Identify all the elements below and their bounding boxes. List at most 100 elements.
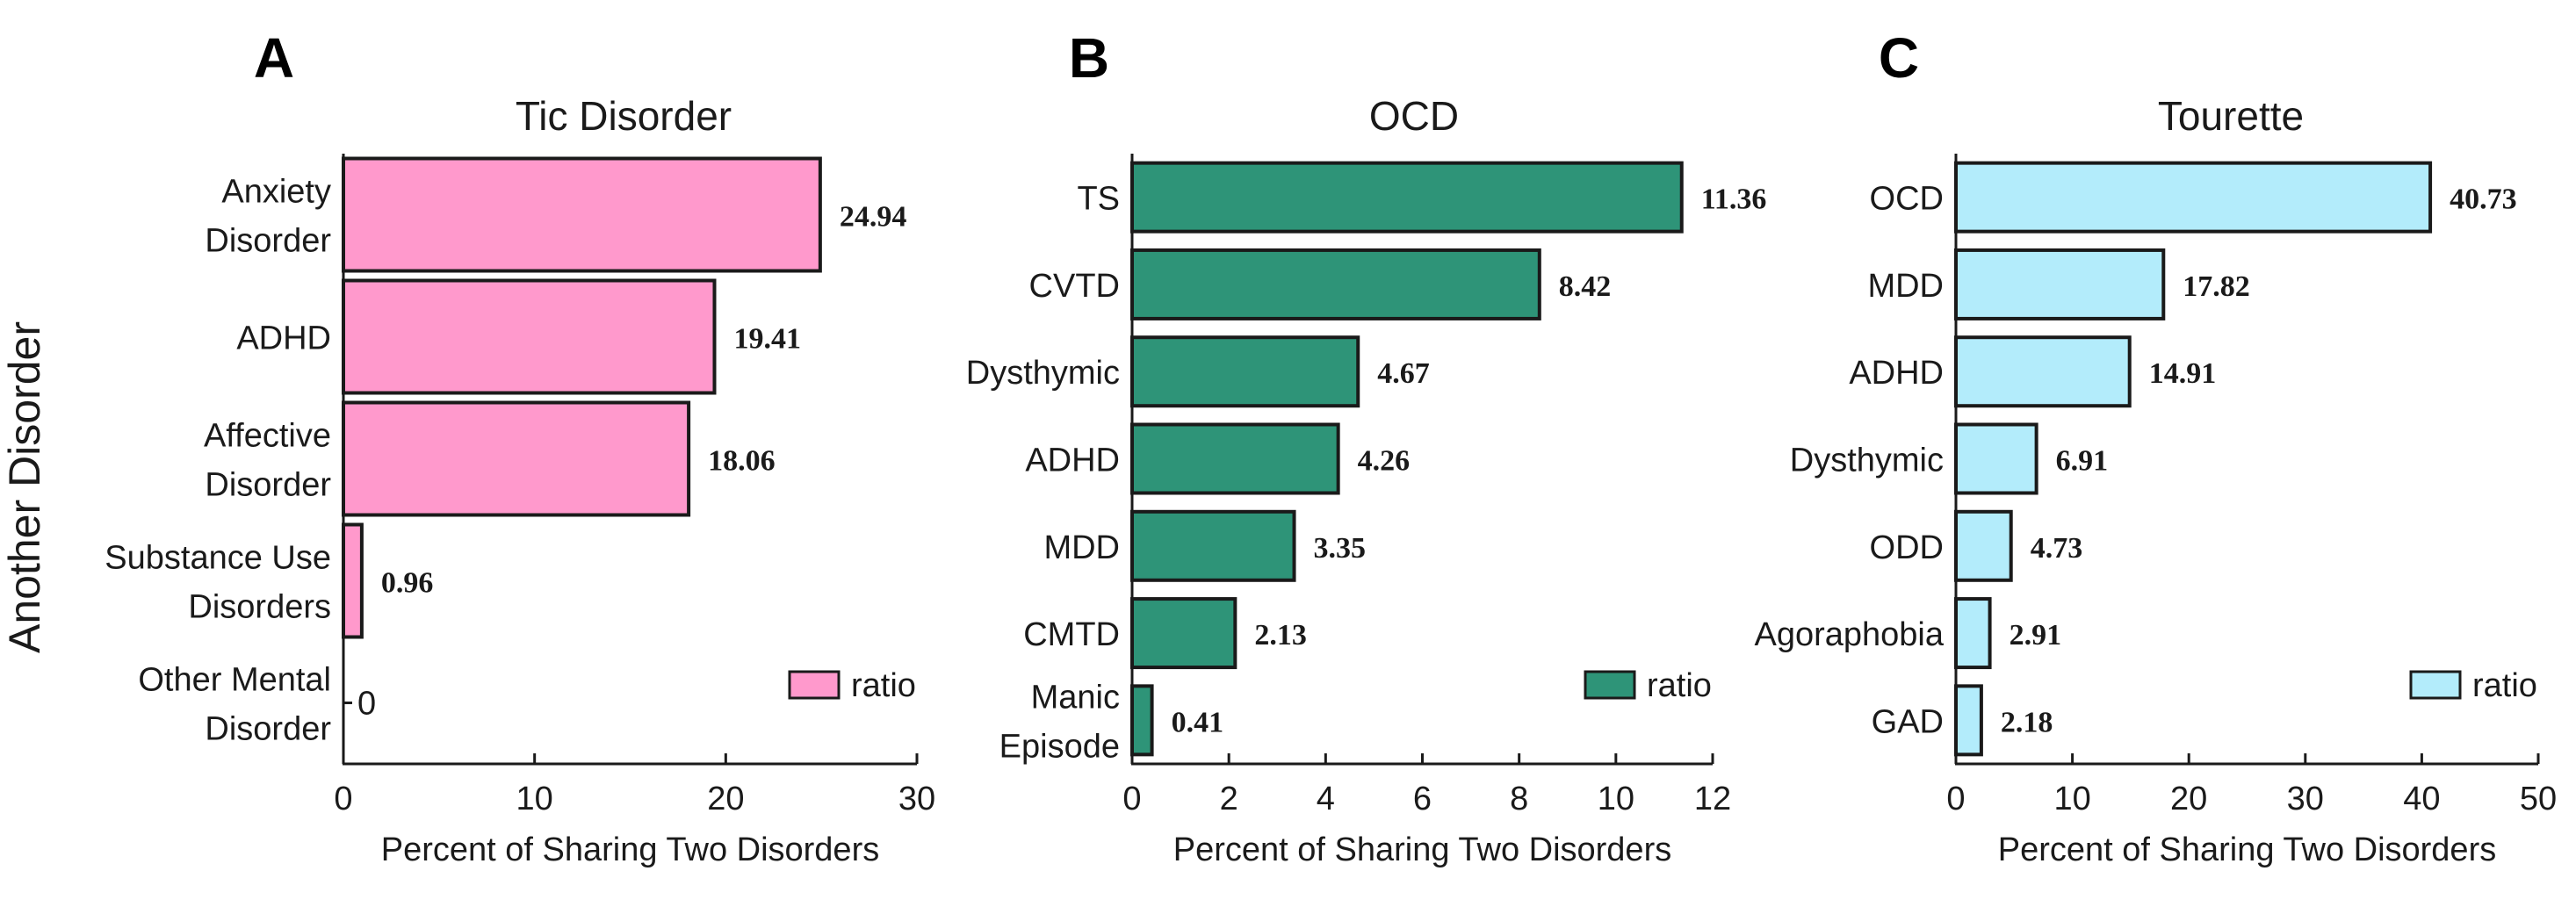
category-label: OCD: [1870, 181, 1944, 218]
bar: [1130, 248, 1541, 320]
x-tick-label: 6: [1413, 781, 1432, 817]
category-label-line: MDD: [1043, 529, 1120, 566]
legend-swatch: [2409, 670, 2462, 700]
category-label: Affective Disorder: [204, 418, 331, 504]
value-label: 11.36: [1701, 184, 1767, 216]
legend-swatch: [788, 670, 841, 700]
bar: [1954, 248, 2166, 320]
panel-a-tic-disorder-chart: A Tic Disorder 0 10 20 30 Percent of Sharing T…: [105, 26, 935, 868]
panel-b-ocd-chart: B OCD 0 2 4 6 8 10 12 Percent of Sharing Two Diso…: [966, 26, 1767, 868]
category-label-line: Substance Use: [105, 540, 331, 577]
chart-title: Tourette: [2158, 93, 2304, 139]
category-label: GAD: [1872, 703, 1944, 740]
x-tick-label: 20: [707, 781, 744, 817]
value-label: 40.73: [2450, 184, 2517, 216]
value-label: 2.91: [2010, 619, 2062, 651]
bar: [342, 156, 822, 273]
category-label-line: GAD: [1872, 703, 1944, 740]
category-label-line: OCD: [1870, 181, 1944, 218]
category-label-line: Disorders: [188, 589, 331, 626]
category-label: MDD: [1043, 529, 1120, 566]
category-label-line: Dysthymic: [966, 355, 1120, 392]
bar: [1954, 335, 2132, 408]
category-label: ODD: [1870, 529, 1944, 566]
value-label: 0.41: [1172, 706, 1224, 738]
value-label: 6.91: [2056, 445, 2109, 478]
value-label: 19.41: [733, 323, 801, 356]
category-label-line: MDD: [1867, 268, 1944, 305]
bar: [1130, 422, 1340, 495]
x-tick-label: 10: [1598, 781, 1634, 817]
panel-c-tourette-chart: C Tourette 0 10 20 30 40 50 Percent of Sharing T…: [1754, 26, 2557, 868]
x-tick-label: 0: [1122, 781, 1141, 817]
x-axis-label: Percent of Sharing Two Disorders: [1998, 831, 2496, 868]
value-label: 0.96: [381, 567, 434, 600]
x-tick-label: 8: [1510, 781, 1528, 817]
value-label: 2.18: [2001, 706, 2053, 738]
value-label: 8.42: [1559, 270, 1612, 303]
category-label: Other Mental Disorder: [138, 662, 331, 748]
category-label: ADHD: [1849, 355, 1944, 392]
category-label-line: Manic: [1031, 679, 1120, 716]
bar: [1954, 509, 2013, 582]
bar: [1130, 335, 1360, 408]
legend-label: ratio: [1647, 667, 1712, 704]
category-label: Agoraphobia: [1754, 616, 1944, 653]
bar: [342, 278, 717, 395]
x-tick-label: 20: [2170, 781, 2207, 817]
bar: [1954, 161, 2433, 234]
category-label: Substance Use Disorders: [105, 540, 331, 626]
category-label-line: Affective: [204, 418, 331, 455]
value-label: 24.94: [840, 201, 906, 234]
category-label: TS: [1077, 181, 1120, 218]
category-label-line: ADHD: [236, 320, 331, 357]
x-axis-label: Percent of Sharing Two Disorders: [1173, 831, 1671, 868]
category-label-line: Agoraphobia: [1754, 616, 1944, 653]
x-tick-label: 50: [2520, 781, 2557, 817]
category-label: ADHD: [1025, 443, 1120, 479]
value-label: 3.35: [1314, 532, 1367, 565]
legend-label: ratio: [851, 667, 916, 704]
category-label-line: CMTD: [1023, 616, 1120, 653]
category-label: Dysthymic: [1790, 443, 1944, 479]
category-label-line: Disorder: [205, 467, 331, 504]
legend-label: ratio: [2472, 667, 2537, 704]
chart-title: OCD: [1369, 93, 1459, 139]
panel-letter-c: C: [1879, 26, 1919, 90]
x-axis-label: Percent of Sharing Two Disorders: [381, 831, 879, 868]
bar: [1130, 597, 1237, 670]
y-axis-label: Another Disorder: [0, 321, 49, 653]
category-label-line: TS: [1077, 181, 1120, 218]
category-label-line: ADHD: [1849, 355, 1944, 392]
value-label: 4.73: [2031, 532, 2083, 565]
category-label-line: ADHD: [1025, 443, 1120, 479]
bar: [1130, 509, 1296, 582]
x-tick-label: 40: [2403, 781, 2440, 817]
category-label: Anxiety Disorder: [205, 174, 331, 260]
legend-swatch: [1584, 670, 1636, 700]
value-label: 17.82: [2183, 270, 2250, 303]
category-label-line: Anxiety: [221, 174, 331, 211]
bar: [1130, 684, 1154, 757]
bar: [342, 400, 691, 517]
chart-title: Tic Disorder: [516, 93, 732, 139]
value-label: 4.67: [1377, 357, 1430, 390]
bar: [1954, 597, 1992, 670]
category-label: Manic Episode: [999, 679, 1120, 765]
value-label: 14.91: [2149, 357, 2217, 390]
category-label-line: CVTD: [1029, 268, 1120, 305]
category-label-line: Dysthymic: [1790, 443, 1944, 479]
bar: [342, 522, 364, 639]
x-tick-label: 30: [2287, 781, 2324, 817]
x-tick-label: 2: [1220, 781, 1238, 817]
category-label-line: Disorder: [205, 711, 331, 748]
value-label: 0: [357, 686, 376, 723]
panel-letter-a: A: [254, 26, 294, 90]
category-label: Dysthymic: [966, 355, 1120, 392]
category-label: MDD: [1867, 268, 1944, 305]
x-tick-label: 12: [1694, 781, 1731, 817]
bar: [1954, 684, 1983, 757]
x-tick-label: 10: [2053, 781, 2090, 817]
x-tick-label: 0: [1946, 781, 1965, 817]
